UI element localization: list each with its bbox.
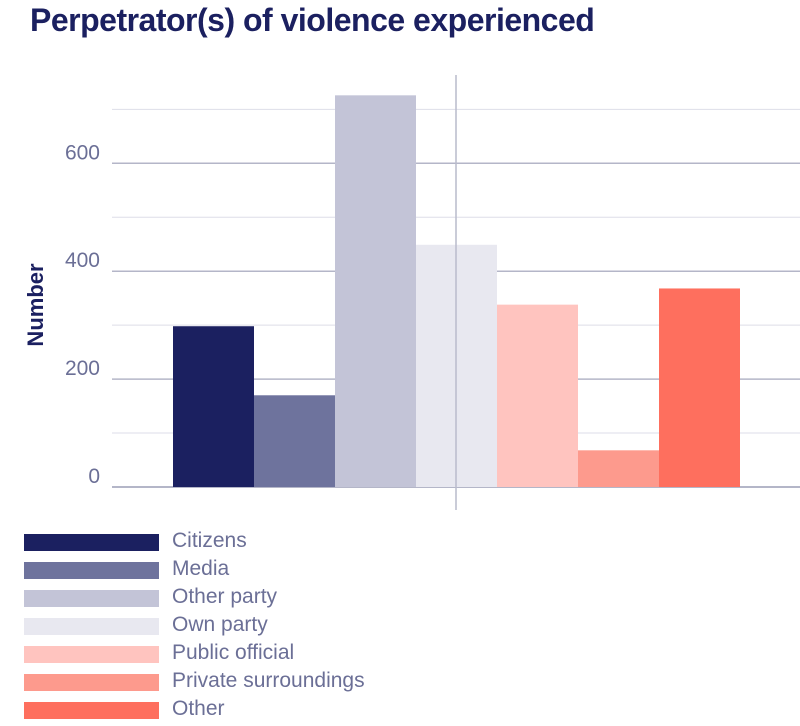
y-tick-label: 400	[65, 249, 100, 272]
bar-other-party	[335, 95, 416, 487]
legend-swatch	[24, 534, 159, 551]
legend-swatch	[24, 646, 159, 663]
legend-label: Citizens	[172, 529, 247, 552]
bar-media	[254, 395, 335, 487]
legend-swatch	[24, 590, 159, 607]
y-tick-labels: 0 200 400 600	[65, 141, 100, 488]
legend-swatch	[24, 562, 159, 579]
legend-label: Media	[172, 557, 230, 580]
y-tick-label: 200	[65, 357, 100, 380]
legend-label: Other	[172, 697, 225, 720]
legend-label: Other party	[172, 585, 278, 608]
bar-private-surroundings	[578, 450, 659, 487]
legend-label: Own party	[172, 613, 268, 636]
bar-other	[659, 288, 740, 487]
bar-citizens	[173, 326, 254, 487]
legend-label: Private surroundings	[172, 669, 365, 692]
chart-title: Perpetrator(s) of violence experienced	[30, 2, 595, 38]
legend-swatch	[24, 674, 159, 691]
legend-label: Public official	[172, 641, 295, 664]
legend-swatch	[24, 618, 159, 635]
bar-public-official	[497, 304, 578, 487]
y-tick-label: 0	[88, 465, 100, 488]
y-tick-label: 600	[65, 141, 100, 164]
bar-chart: 0 200 400 600	[65, 75, 800, 510]
legend-swatch	[24, 702, 159, 719]
